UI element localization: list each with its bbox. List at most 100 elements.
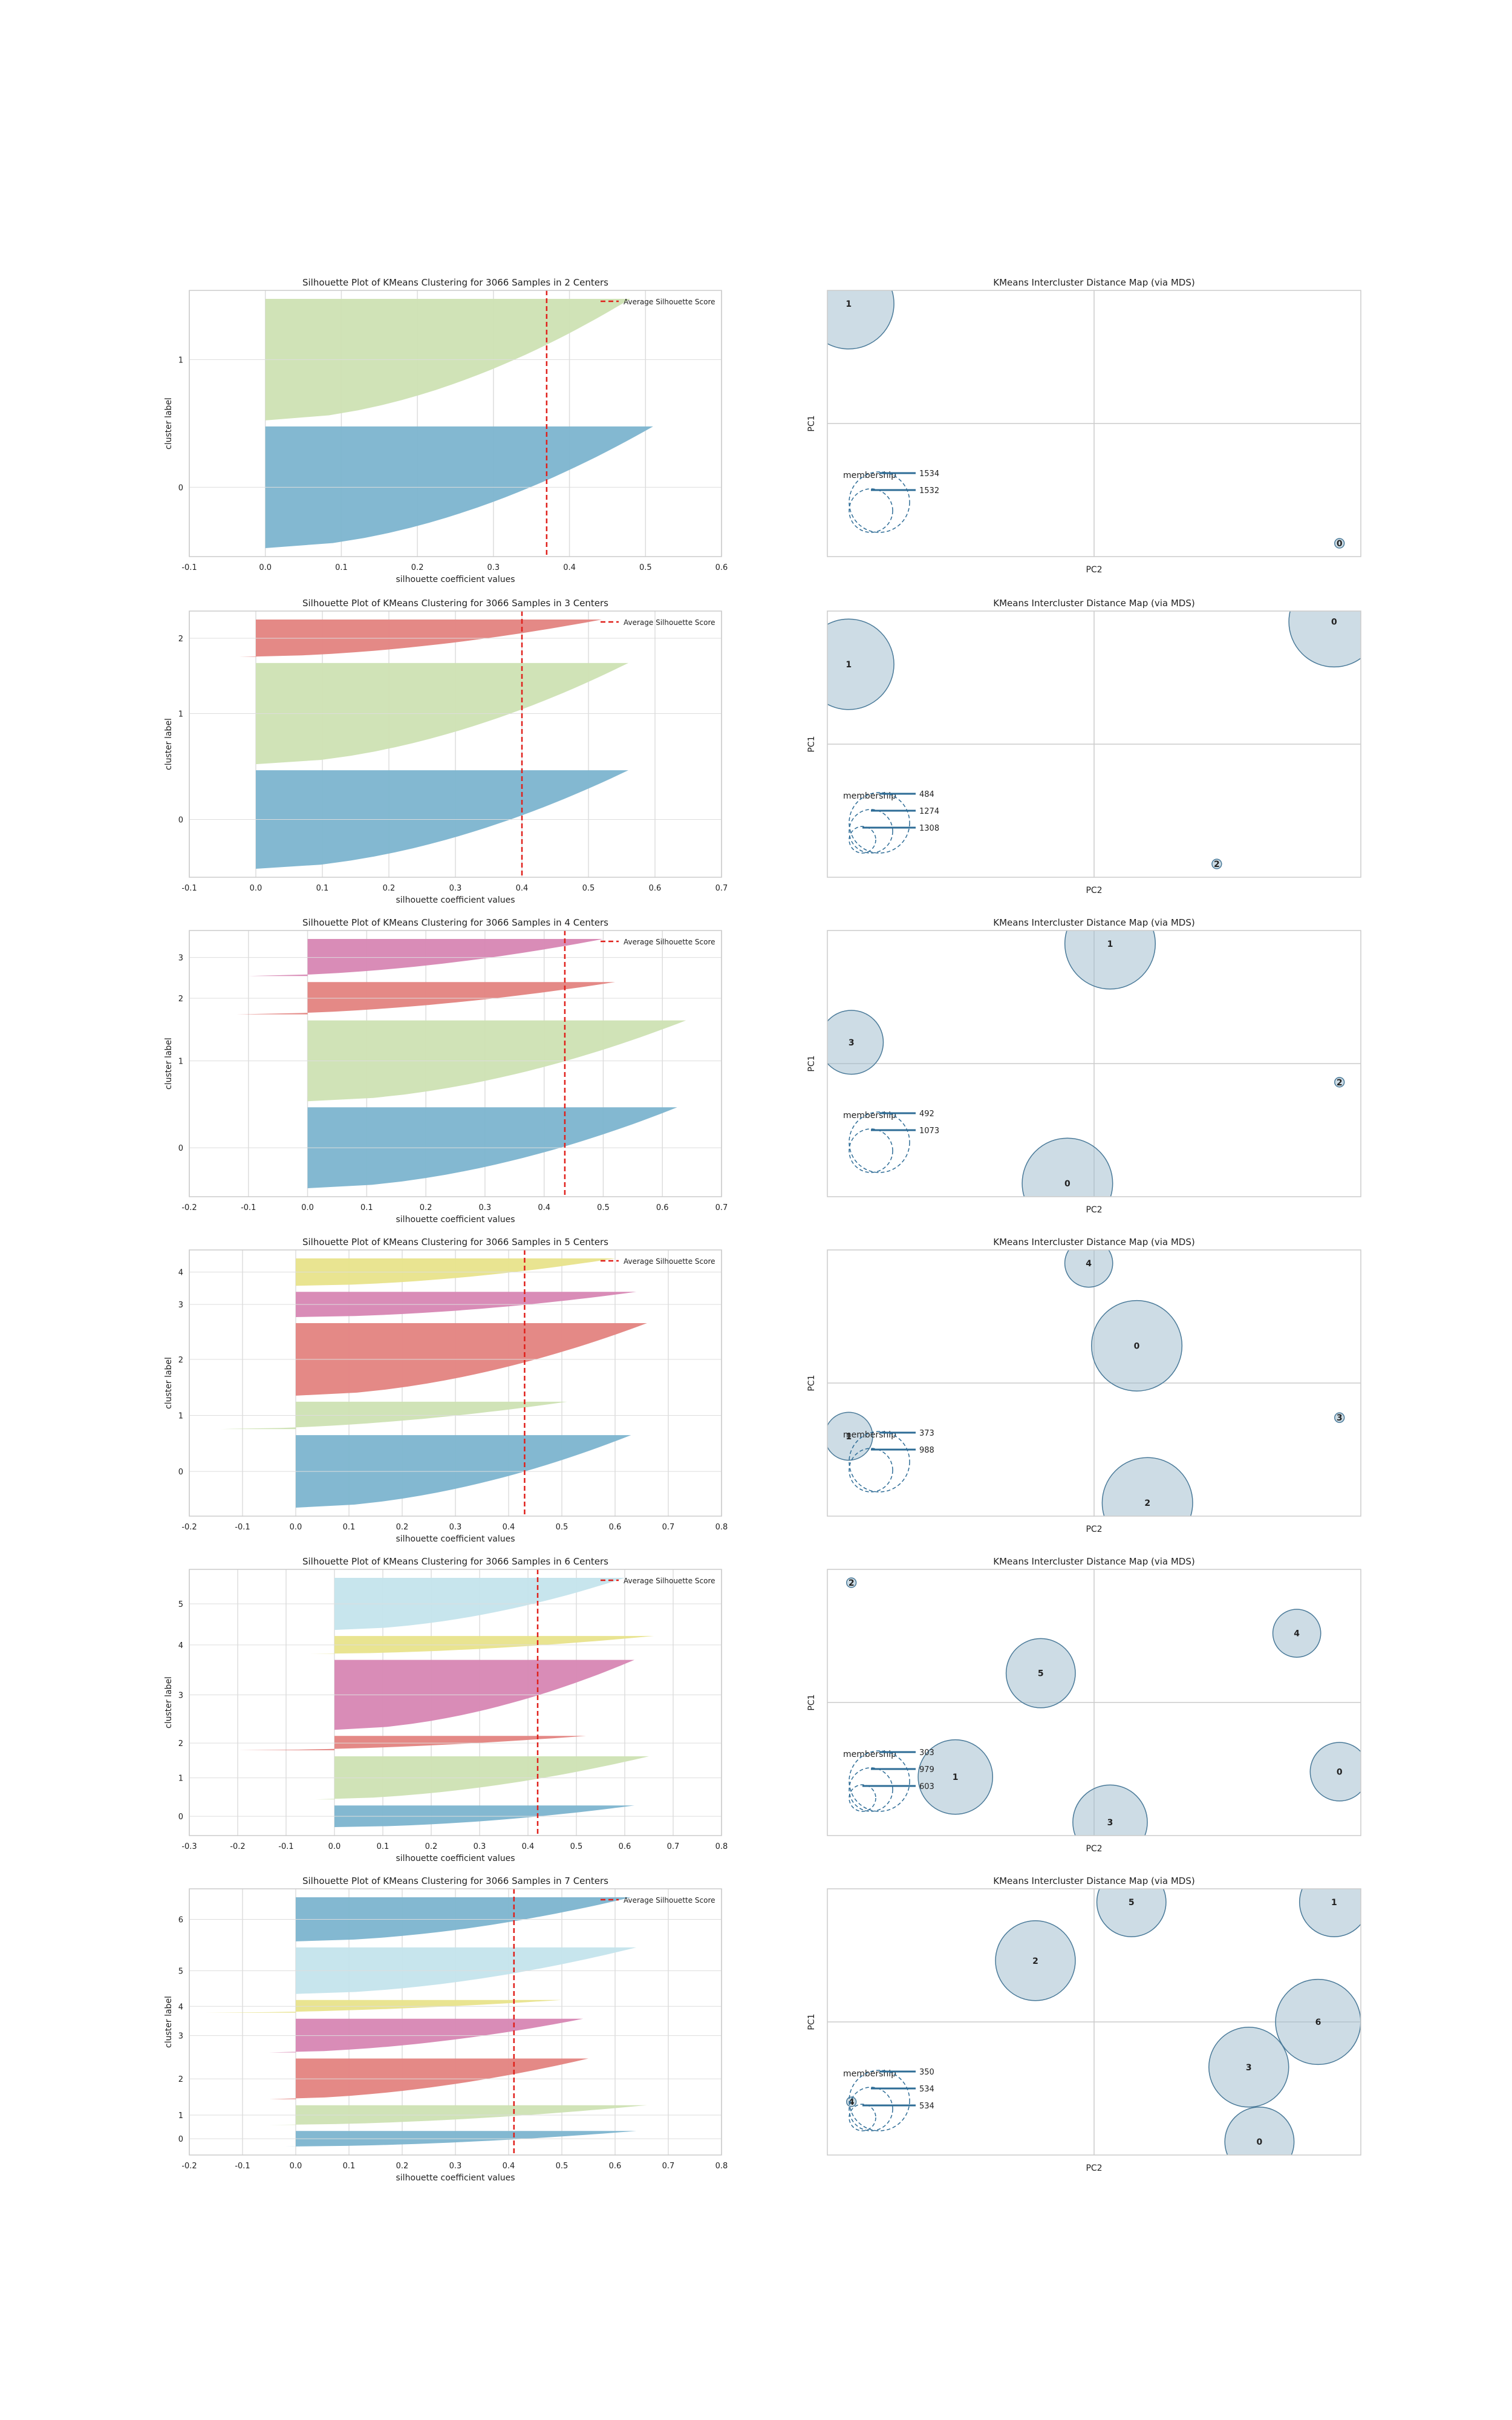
y-tick-label: 0: [178, 1144, 183, 1153]
membership-circle: [849, 2104, 876, 2131]
x-tick-label: 0.1: [335, 563, 348, 572]
membership-circle: [849, 2070, 910, 2131]
cluster-3-bubble: [1334, 1412, 1345, 1423]
x-tick-label: 0.3: [449, 1523, 462, 1532]
y-axis-label: PC1: [807, 2013, 816, 2030]
cluster-bubbles: 10: [827, 290, 1345, 549]
plot-frame: [189, 930, 722, 1197]
intercluster-map: KMeans Intercluster Distance Map (via MD…: [807, 1876, 1361, 2173]
y-tick-label: 0: [178, 816, 183, 825]
x-tick-label: 0.3: [474, 1842, 486, 1851]
cluster-0-label: 0: [1337, 539, 1343, 549]
cluster-2-bubble: [1334, 1077, 1345, 1088]
cluster-0-bubble: [1091, 1300, 1183, 1392]
plot-frame: [189, 1249, 722, 1517]
plot-frame: [189, 610, 722, 878]
x-tick-label: 0.5: [639, 563, 652, 572]
cluster-bubbles: 2 4 5 1 0 3: [846, 1577, 1361, 1836]
x-tick-label: 0.4: [503, 2162, 515, 2171]
cluster-2-bubble: [995, 1920, 1076, 2001]
cluster-0-label: 0: [1257, 2137, 1263, 2147]
membership-legend-title: membership: [843, 1111, 896, 1120]
y-tick-label: 0: [178, 483, 183, 492]
x-tick-label: 0.7: [662, 2162, 675, 2171]
x-axis-label: silhouette coefficient values: [396, 1854, 515, 1863]
membership-size-label: 1534: [919, 469, 939, 479]
y-axis-label: PC1: [807, 1055, 816, 1071]
cluster-1-bubble: [1299, 1889, 1361, 1937]
intercluster-title: KMeans Intercluster Distance Map (via MD…: [993, 1237, 1194, 1248]
membership-circle: [849, 1750, 910, 1812]
x-tick-label: 0.6: [656, 1203, 669, 1212]
cluster-1-label: 1: [1331, 1898, 1337, 1908]
cluster-1-bubble: [827, 618, 894, 710]
legend-label: Average Silhouette Score: [624, 938, 715, 946]
y-tick-label: 2: [178, 1739, 183, 1748]
x-tick-label: 0.5: [597, 1203, 610, 1212]
cluster-0-label: 0: [1337, 1767, 1343, 1777]
cluster-4-label: 4: [1294, 1629, 1300, 1639]
intercluster-title: KMeans Intercluster Distance Map (via MD…: [993, 1556, 1194, 1567]
y-tick-label: 1: [178, 1057, 183, 1066]
x-tick-label: 0.7: [715, 1203, 728, 1212]
intercluster-map: KMeans Intercluster Distance Map (via MD…: [807, 1556, 1361, 1854]
intercluster-map: KMeans Intercluster Distance Map (via MD…: [807, 277, 1361, 575]
cluster-0-bubble: [1309, 1742, 1361, 1802]
y-axis-label: cluster label: [164, 718, 174, 770]
cluster-2-label: 2: [1214, 860, 1220, 869]
membership-circle: [849, 471, 910, 533]
x-tick-label: 0.7: [667, 1842, 680, 1851]
y-tick-label: 1: [178, 1774, 183, 1784]
membership-circle: [849, 1767, 893, 1812]
cluster-6-label: 6: [1315, 2018, 1321, 2027]
x-tick-label: 0.0: [250, 884, 262, 893]
y-tick-label: 2: [178, 1356, 183, 1365]
legend-label: Average Silhouette Score: [624, 618, 715, 627]
membership-size-label: 350: [919, 2068, 934, 2077]
membership-size-label: 303: [919, 1748, 934, 1758]
legend-label: Average Silhouette Score: [624, 1257, 715, 1266]
x-tick-label: 0.3: [449, 884, 462, 893]
x-axis-label: silhouette coefficient values: [396, 2173, 515, 2183]
membership-size-label: 603: [919, 1782, 934, 1791]
intercluster-title: KMeans Intercluster Distance Map (via MD…: [993, 277, 1194, 288]
x-axis-label: silhouette coefficient values: [396, 1215, 515, 1225]
x-tick-label: -0.1: [181, 884, 197, 893]
x-tick-label: -0.1: [241, 1203, 256, 1212]
y-tick-label: 1: [178, 356, 183, 365]
cluster-bubbles: 4 0 3 1 2: [827, 1250, 1345, 1516]
y-tick-label: 0: [178, 1468, 183, 1477]
x-axis-label: silhouette coefficient values: [396, 575, 515, 584]
membership-legend-title: membership: [843, 471, 896, 480]
plot-frame: [827, 1569, 1361, 1836]
x-tick-label: -0.2: [181, 2162, 197, 2171]
x-tick-label: 0.5: [570, 1842, 583, 1851]
cluster-3-label: 3: [1246, 2063, 1252, 2073]
cluster-2-label: 2: [1144, 1499, 1150, 1508]
y-tick-label: 4: [178, 1641, 183, 1650]
x-axis-label: silhouette coefficient values: [396, 895, 515, 905]
cluster-4-bubble: [1272, 1609, 1321, 1658]
x-tick-label: 0.8: [715, 1523, 728, 1532]
y-axis-label: cluster label: [164, 1676, 174, 1728]
membership-size-label: 979: [919, 1765, 934, 1774]
x-axis-label: silhouette coefficient values: [396, 1534, 515, 1544]
x-tick-label: 0.6: [609, 1523, 622, 1532]
cluster-5-label: 5: [1129, 1898, 1135, 1908]
cluster-0-label: 0: [1134, 1341, 1140, 1351]
cluster-1-label: 1: [846, 299, 852, 309]
cluster-2-bubble: [1101, 1457, 1193, 1516]
x-tick-label: 0.4: [563, 563, 576, 572]
cluster-4-label: 4: [849, 2098, 855, 2107]
y-tick-label: 1: [178, 710, 183, 719]
y-axis-label: cluster label: [164, 397, 174, 450]
y-axis-label: cluster label: [164, 1038, 174, 1090]
silhouette-title: Silhouette Plot of KMeans Clustering for…: [302, 277, 608, 288]
y-axis-label: PC1: [807, 736, 816, 752]
membership-size-label: 534: [919, 2085, 934, 2094]
x-tick-label: -0.2: [181, 1523, 197, 1532]
x-tick-label: 0.4: [516, 884, 529, 893]
membership-size-label: 1308: [919, 824, 939, 833]
cluster-0-label: 0: [1064, 1179, 1070, 1189]
cluster-1-label: 1: [1107, 940, 1113, 949]
